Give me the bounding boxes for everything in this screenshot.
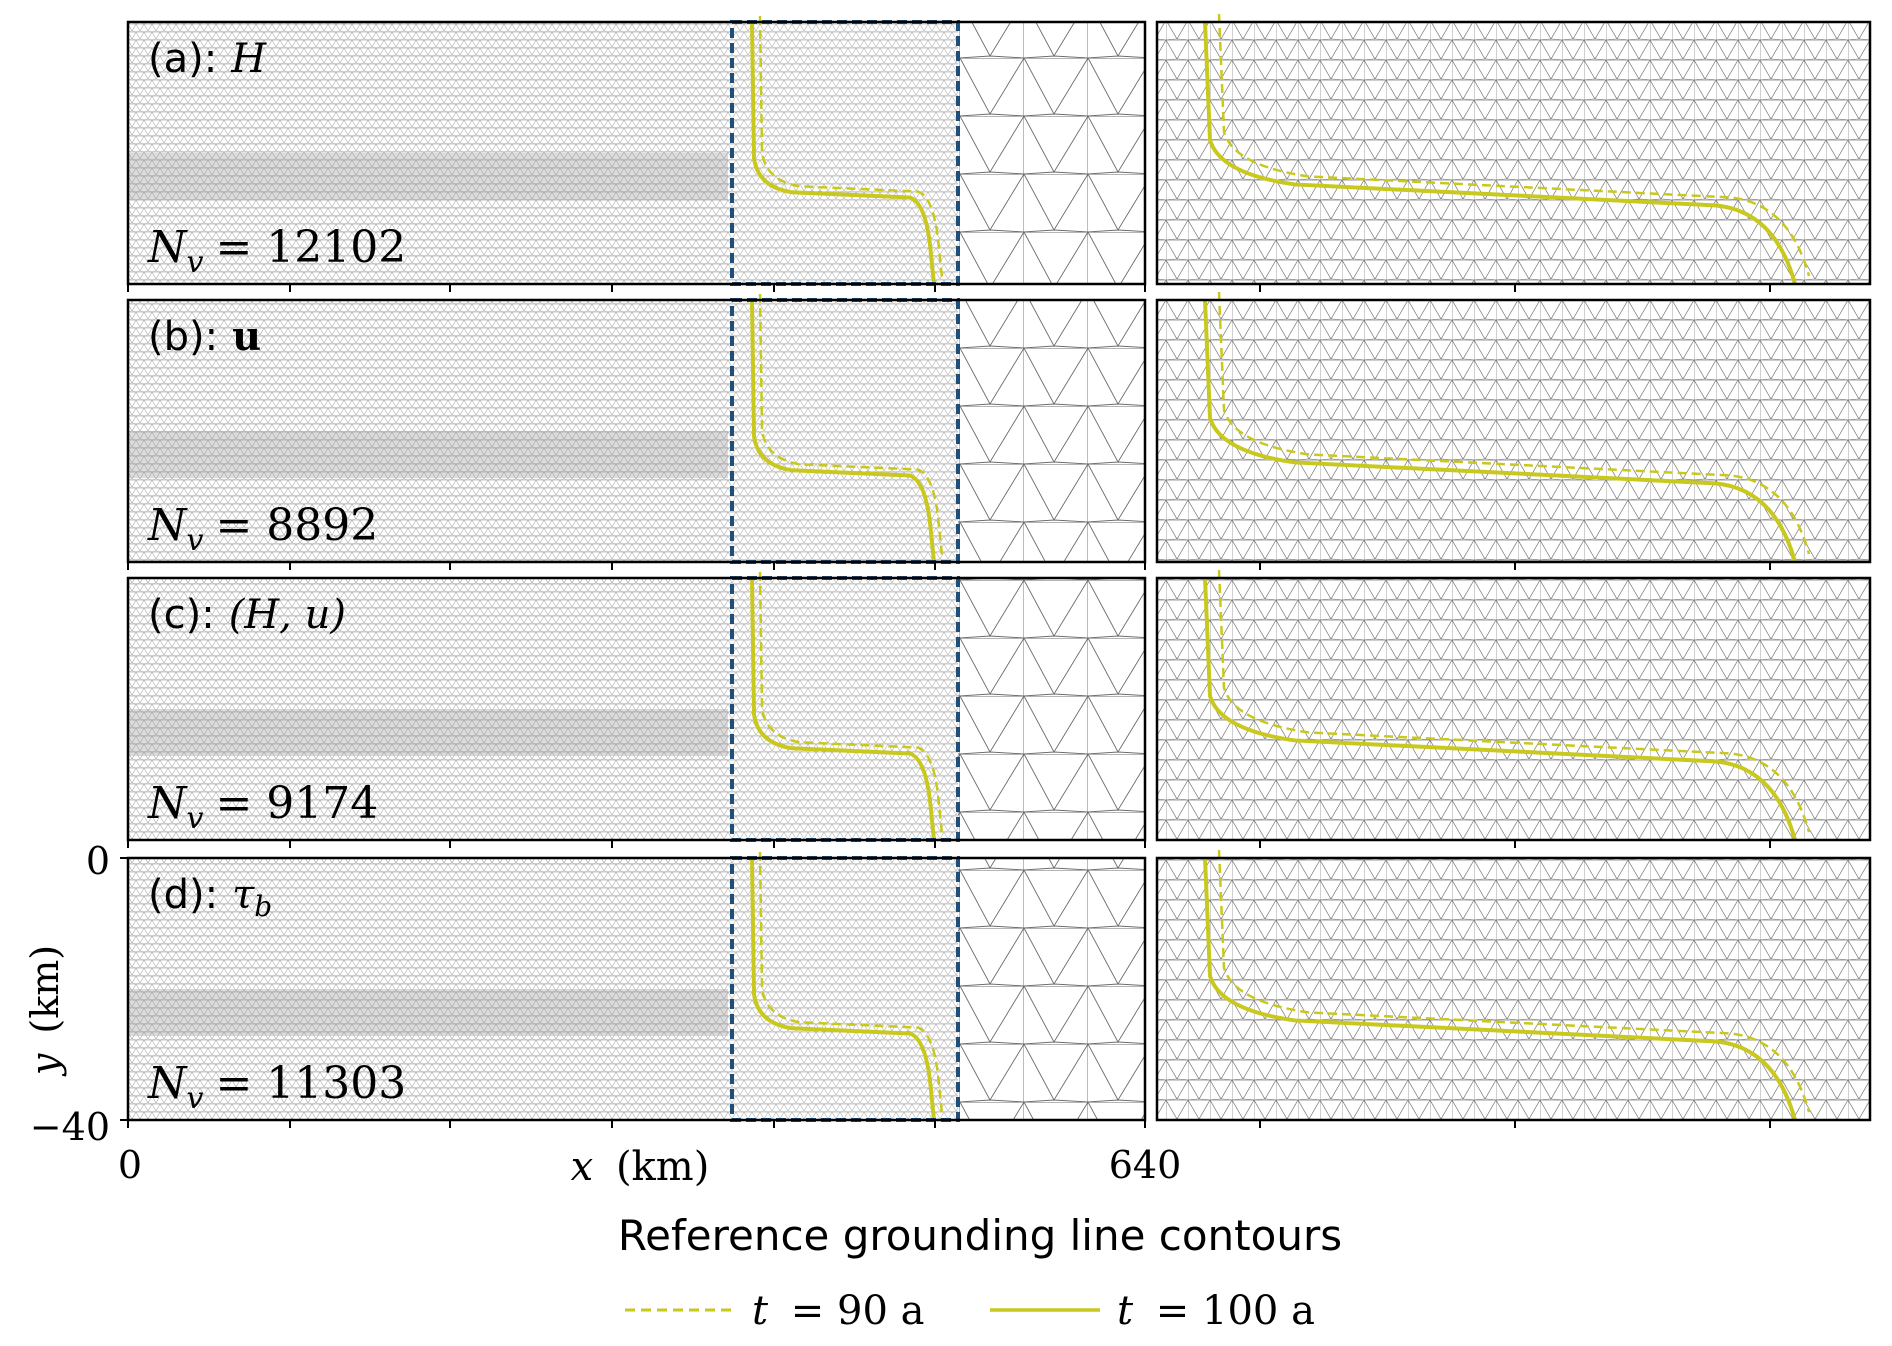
left-mesh-dense-band [128, 153, 728, 201]
legend-title: Reference grounding line contours [618, 1211, 1342, 1260]
left-contour-t90 [758, 15, 944, 279]
right-subplot-frame [1155, 20, 1872, 286]
nv-symbol: N [147, 1058, 188, 1109]
panel-a: (a): H Nv = 12102 [126, 13, 1872, 292]
left-mesh-dense-band [128, 709, 728, 757]
left-mesh-coarse [958, 858, 1145, 1120]
left-mesh-coarse [958, 22, 1145, 284]
y-tick-label-0: 0 [86, 839, 110, 883]
left-mesh-refined [728, 22, 958, 284]
right-subplot-mesh [1157, 858, 1870, 1120]
panel-d: (d): τb Nv = 11303 [120, 849, 1872, 1128]
nv-value: = 11303 [215, 1058, 406, 1109]
nv-value: = 12102 [215, 222, 406, 273]
x-axis-var: x [571, 1144, 594, 1190]
panel-variable: u [232, 313, 261, 360]
left-mesh-coarse [958, 300, 1145, 562]
left-mesh-coarse [958, 578, 1145, 840]
panel-label: (b): u [148, 313, 261, 360]
y-axis-var: y [23, 1053, 67, 1077]
nv-label: Nv = 11303 [147, 1058, 406, 1116]
nv-symbol: N [147, 222, 188, 273]
left-contour-t100 [750, 21, 936, 285]
svg-text:t = 90 a: t = 90 a [752, 1288, 925, 1334]
nv-subscript: v [187, 801, 204, 836]
right-contour-t90 [1217, 569, 1811, 833]
left-mesh-refined [728, 858, 958, 1120]
x-tick-label-640: 640 [1109, 1143, 1182, 1187]
left-mesh-dense-band [128, 431, 728, 479]
left-contour-t100 [750, 299, 936, 563]
panel-variable: H [230, 36, 267, 82]
left-mesh-fine [128, 22, 728, 284]
nv-symbol: N [147, 778, 188, 829]
panel-letter: (d): [148, 872, 218, 918]
panel-b: (b): u Nv = 8892 [126, 291, 1872, 570]
right-subplot-frame [1155, 576, 1872, 842]
nv-symbol: N [147, 500, 188, 551]
nv-subscript: v [187, 1081, 204, 1116]
nv-label: Nv = 8892 [147, 500, 378, 558]
left-mesh-dense-band [128, 989, 728, 1037]
nv-value: = 9174 [215, 778, 378, 829]
panel-label: (d): τb [148, 872, 272, 923]
left-contour-t90 [758, 571, 944, 835]
left-subplot-frame [126, 576, 1147, 842]
panel-label: (c): (H, u) [148, 592, 346, 638]
left-subplot-frame [126, 20, 1147, 286]
y-tick-label-neg40: −40 [30, 1105, 110, 1149]
right-contour-t100 [1203, 577, 1797, 841]
right-contour-t90 [1217, 13, 1811, 277]
left-contour-t90 [758, 293, 944, 557]
right-contour-t100 [1203, 299, 1797, 563]
legend-solid-text: = 100 a [1156, 1288, 1315, 1334]
y-axis-label: y (km) [23, 945, 67, 1077]
right-contour-t90 [1217, 291, 1811, 555]
right-contour-t90 [1217, 849, 1811, 1113]
right-contour-t100 [1203, 21, 1797, 285]
legend-solid-var: t [1117, 1288, 1134, 1334]
right-subplot-mesh [1157, 578, 1870, 840]
panel-label: (a): H [148, 36, 267, 82]
right-contour-t100 [1203, 857, 1797, 1121]
left-mesh-fine [128, 578, 728, 840]
right-subplot-frame [1155, 856, 1872, 1122]
left-contour-t100 [750, 857, 936, 1121]
right-subplot-mesh [1157, 22, 1870, 284]
nv-value: = 8892 [215, 500, 378, 551]
nv-subscript: v [187, 523, 204, 558]
panel-variable: τ [232, 872, 255, 918]
left-mesh-fine [128, 300, 728, 562]
legend-dashed-text: = 90 a [791, 1288, 925, 1334]
svg-text:y (km): y (km) [23, 945, 67, 1077]
legend-entry-dashed: t = 90 a [625, 1288, 925, 1334]
x-tick-label-0: 0 [118, 1143, 142, 1187]
nv-subscript: v [187, 245, 204, 280]
x-axis-unit: (km) [616, 1144, 709, 1190]
left-contour-t90 [758, 851, 944, 1115]
panel-variable: (H, u) [229, 592, 346, 638]
right-subplot-frame [1155, 298, 1872, 564]
panel-c: (c): (H, u) Nv = 9174 [126, 569, 1872, 848]
left-mesh-refined [728, 300, 958, 562]
left-mesh-refined [728, 578, 958, 840]
left-subplot-frame [126, 856, 1147, 1122]
legend-dashed-var: t [752, 1288, 769, 1334]
y-axis-unit: (km) [23, 945, 67, 1034]
panel-letter: (b): [148, 314, 218, 360]
left-contour-t100 [750, 577, 936, 841]
left-subplot-frame [126, 298, 1147, 564]
panel-letter: (a): [148, 36, 217, 82]
left-mesh-fine [128, 858, 728, 1120]
x-axis-label: x (km) [571, 1144, 710, 1190]
nv-label: Nv = 9174 [147, 778, 378, 836]
right-subplot-mesh [1157, 300, 1870, 562]
nv-label: Nv = 12102 [147, 222, 406, 280]
panel-variable-sub: b [254, 890, 272, 923]
panel-letter: (c): [148, 592, 215, 638]
legend-entry-solid: t = 100 a [990, 1288, 1315, 1334]
svg-text:t = 100 a: t = 100 a [1117, 1288, 1315, 1334]
